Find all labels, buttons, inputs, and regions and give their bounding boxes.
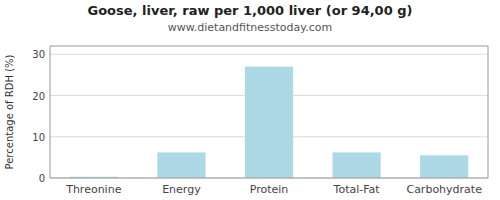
y-tick-label: 30 [32,49,45,60]
subtitle: www.dietandfitnesstoday.com [168,21,332,34]
y-tick-label: 10 [32,132,45,143]
y-tick-label: 20 [32,91,45,102]
grid-line [50,54,488,55]
x-tick-label: Total-Fat [333,183,381,196]
bar [157,152,205,178]
plot-frame [50,46,488,178]
chart-svg: Goose, liver, raw per 1,000 liver (or 94… [0,0,500,200]
bar [420,155,468,178]
bars [70,67,469,178]
x-tick-label: Carbohydrate [406,183,482,196]
x-tick-label: Protein [250,183,289,196]
grid [50,54,488,178]
y-tick-label: 0 [39,173,45,184]
bar [245,67,293,178]
title: Goose, liver, raw per 1,000 liver (or 94… [88,3,413,18]
y-axis-label: Percentage of RDH (%) [4,54,15,169]
x-tick-label: Threonine [65,183,121,196]
chart-container: Goose, liver, raw per 1,000 liver (or 94… [0,0,500,200]
x-tick-label: Energy [162,183,201,196]
bar [333,152,381,178]
